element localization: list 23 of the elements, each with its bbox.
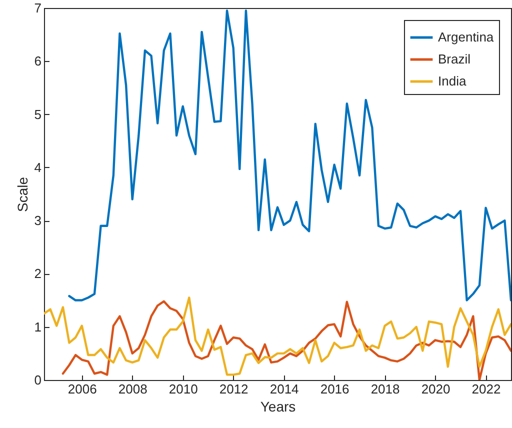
y-tick-label: 5 (34, 106, 42, 122)
y-tick-label: 7 (34, 0, 42, 16)
y-tick-label: 2 (34, 266, 42, 282)
y-tick-label: 1 (34, 319, 42, 334)
x-tick-label: 2016 (320, 382, 350, 396)
x-tick-label: 2008 (118, 382, 148, 396)
y-tick-label: 0 (34, 372, 42, 388)
x-tick-label: 2022 (472, 382, 501, 396)
y-tick-label: 4 (34, 160, 42, 175)
y-tick-label: 6 (34, 54, 42, 69)
x-axis-title: Years (260, 398, 296, 414)
y-axis-title: Scale (14, 176, 30, 212)
x-tick-label: 2012 (219, 382, 248, 396)
x-tick-label: 2014 (270, 382, 299, 396)
x-tick-label: 2010 (168, 382, 198, 396)
y-tick-label: 3 (34, 213, 42, 228)
legend-label: Argentina (438, 30, 494, 44)
x-tick-label: 2020 (421, 382, 450, 396)
x-tick-label: 2018 (370, 382, 400, 396)
line-series (68, 10, 511, 302)
x-tick-label: 2006 (68, 382, 97, 396)
legend-label: India (438, 74, 467, 88)
legend-label: Brazil (438, 52, 471, 66)
